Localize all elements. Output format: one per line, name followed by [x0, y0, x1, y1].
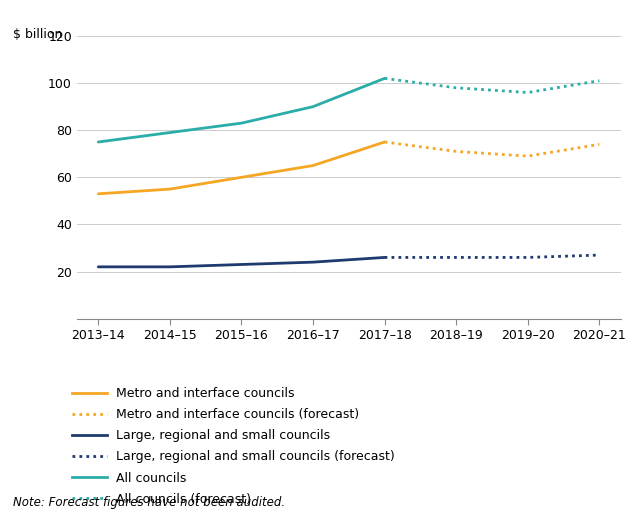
Text: $ billion: $ billion: [13, 28, 62, 41]
Legend: Metro and interface councils, Metro and interface councils (forecast), Large, re: Metro and interface councils, Metro and …: [72, 387, 395, 506]
Text: Note: Forecast figures have not been audited.: Note: Forecast figures have not been aud…: [13, 496, 285, 509]
